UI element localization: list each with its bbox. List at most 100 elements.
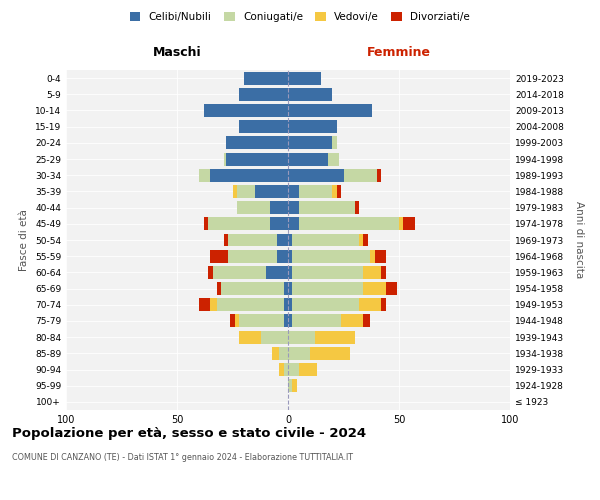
Bar: [310, 347, 350, 360]
Bar: [279, 347, 288, 360]
Bar: [284, 282, 288, 295]
Bar: [386, 282, 397, 295]
Bar: [337, 185, 341, 198]
Bar: [239, 314, 284, 328]
Bar: [226, 152, 288, 166]
Bar: [239, 330, 262, 344]
Bar: [212, 266, 266, 279]
Bar: [288, 120, 337, 133]
Bar: [364, 266, 381, 279]
Bar: [288, 169, 343, 181]
Bar: [288, 201, 299, 214]
Bar: [288, 314, 292, 328]
Bar: [288, 234, 292, 246]
Bar: [221, 282, 284, 295]
Bar: [203, 218, 208, 230]
Bar: [277, 250, 288, 262]
Bar: [364, 314, 370, 328]
Bar: [279, 363, 284, 376]
Bar: [359, 234, 364, 246]
Bar: [288, 88, 332, 101]
Bar: [288, 266, 292, 279]
Bar: [224, 234, 228, 246]
Bar: [211, 250, 228, 262]
Bar: [299, 218, 399, 230]
Bar: [237, 185, 254, 198]
Bar: [377, 169, 381, 181]
Bar: [288, 363, 299, 376]
Bar: [208, 266, 212, 279]
Bar: [299, 185, 332, 198]
Bar: [292, 314, 341, 328]
Bar: [364, 234, 368, 246]
Bar: [239, 120, 288, 133]
Bar: [266, 266, 288, 279]
Bar: [230, 314, 235, 328]
Bar: [228, 250, 277, 262]
Bar: [332, 185, 337, 198]
Bar: [211, 169, 288, 181]
Bar: [359, 298, 381, 311]
Bar: [403, 218, 415, 230]
Bar: [381, 266, 386, 279]
Bar: [284, 314, 288, 328]
Bar: [288, 347, 310, 360]
Bar: [341, 314, 364, 328]
Bar: [288, 298, 292, 311]
Bar: [237, 201, 270, 214]
Text: COMUNE DI CANZANO (TE) - Dati ISTAT 1° gennaio 2024 - Elaborazione TUTTITALIA.IT: COMUNE DI CANZANO (TE) - Dati ISTAT 1° g…: [12, 452, 353, 462]
Bar: [343, 169, 377, 181]
Bar: [364, 282, 386, 295]
Bar: [288, 104, 373, 117]
Y-axis label: Fasce di età: Fasce di età: [19, 209, 29, 271]
Bar: [210, 298, 217, 311]
Bar: [254, 185, 288, 198]
Bar: [374, 250, 386, 262]
Bar: [292, 379, 297, 392]
Bar: [288, 250, 292, 262]
Bar: [199, 169, 211, 181]
Bar: [284, 298, 288, 311]
Bar: [328, 152, 339, 166]
Text: Maschi: Maschi: [152, 46, 202, 59]
Bar: [288, 330, 314, 344]
Bar: [299, 201, 355, 214]
Bar: [224, 152, 226, 166]
Bar: [292, 282, 364, 295]
Bar: [226, 136, 288, 149]
Bar: [208, 218, 270, 230]
Bar: [292, 250, 370, 262]
Bar: [288, 136, 332, 149]
Bar: [292, 298, 359, 311]
Bar: [355, 201, 359, 214]
Bar: [288, 72, 322, 85]
Bar: [288, 185, 299, 198]
Bar: [270, 201, 288, 214]
Bar: [399, 218, 403, 230]
Bar: [288, 282, 292, 295]
Bar: [262, 330, 288, 344]
Bar: [370, 250, 374, 262]
Bar: [292, 234, 359, 246]
Bar: [288, 152, 328, 166]
Bar: [235, 314, 239, 328]
Bar: [217, 282, 221, 295]
Bar: [288, 218, 299, 230]
Bar: [299, 363, 317, 376]
Bar: [199, 298, 211, 311]
Bar: [284, 363, 288, 376]
Text: Femmine: Femmine: [367, 46, 431, 59]
Bar: [217, 298, 284, 311]
Bar: [288, 379, 292, 392]
Bar: [244, 72, 288, 85]
Bar: [332, 136, 337, 149]
Text: Popolazione per età, sesso e stato civile - 2024: Popolazione per età, sesso e stato civil…: [12, 428, 366, 440]
Bar: [270, 218, 288, 230]
Bar: [292, 266, 364, 279]
Y-axis label: Anni di nascita: Anni di nascita: [574, 202, 584, 278]
Legend: Celibi/Nubili, Coniugati/e, Vedovi/e, Divorziati/e: Celibi/Nubili, Coniugati/e, Vedovi/e, Di…: [126, 8, 474, 26]
Bar: [239, 88, 288, 101]
Bar: [314, 330, 355, 344]
Bar: [228, 234, 277, 246]
Bar: [277, 234, 288, 246]
